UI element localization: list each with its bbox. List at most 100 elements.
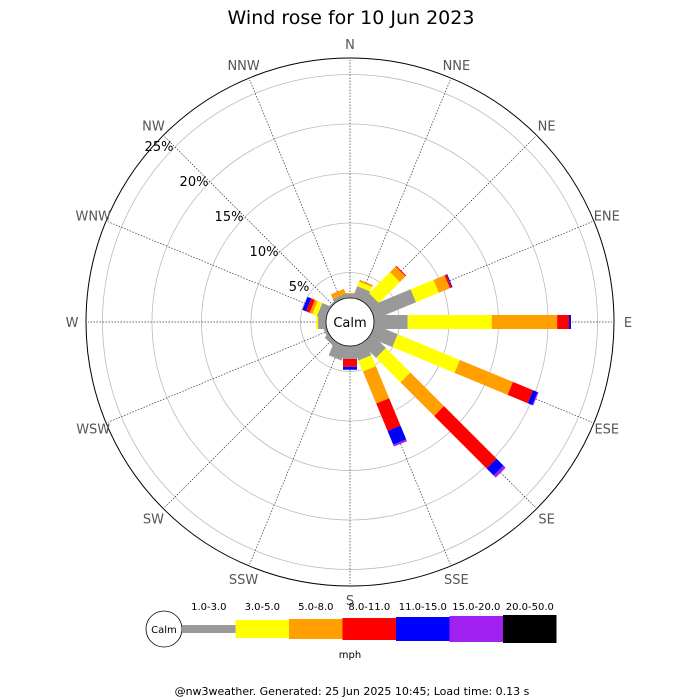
bar-sse-segment-1 [358, 355, 376, 372]
bar-e-segment-2 [491, 315, 558, 329]
bar-sse-segment-0 [352, 341, 372, 361]
bar-ene-segment-0 [369, 289, 417, 320]
bar-se-segment-1 [376, 348, 411, 383]
legend-label-2: 5.0-8.0 [298, 602, 333, 613]
direction-label-e: E [624, 316, 632, 331]
ring-labels: 5% 10% 15% 20% 25% [145, 140, 310, 295]
speed-legend: Calm 1.0-3.0 3.0-5.0 5.0-8.0 8.0-11.0 11.0-1… [145, 602, 557, 661]
direction-label-w: W [66, 316, 79, 331]
bar-sse-segment-3 [376, 398, 401, 431]
bar-ene-segment-4 [446, 274, 453, 288]
direction-label-n: N [345, 38, 355, 53]
legend-swatch-5 [449, 616, 503, 642]
calm-circle [325, 297, 375, 347]
bar-nnw-segment-0 [332, 293, 348, 303]
bar-ese-segment-1 [392, 334, 460, 373]
bar-se-segment-4 [486, 458, 504, 476]
bar-s-segment-4 [343, 366, 357, 370]
bar-s [343, 346, 357, 370]
bar-wnw-segment-0 [316, 302, 331, 320]
legend-swatch-3 [342, 618, 396, 640]
direction-label-s: S [346, 594, 354, 609]
bar-ese-segment-0 [369, 324, 398, 348]
direction-labels: N NNE NE ENE E ESE SE SSE S SSW SW WSW W WNW NW NNW [66, 38, 633, 609]
bar-ese-segment-5 [532, 392, 539, 406]
spoke-nw [164, 136, 351, 323]
legend-swatch-0 [182, 625, 236, 633]
chart-title: Wind rose for 10 Jun 2023 [228, 7, 475, 29]
bar-s-segment-3 [343, 358, 357, 367]
legend-label-6: 20.0-50.0 [506, 602, 554, 613]
legend-label-5: 15.0-20.0 [452, 602, 500, 613]
legend-label-4: 11.0-15.0 [399, 602, 447, 613]
legend-swatch-4 [396, 617, 450, 641]
calm-center: Calm [325, 297, 375, 347]
calm-label: Calm [333, 316, 366, 331]
bar-n [343, 293, 357, 298]
bar-ene-segment-2 [433, 275, 450, 293]
legend-label-3: 8.0-11.0 [348, 602, 390, 613]
direction-label-ene: ENE [594, 210, 620, 225]
bar-w-segment-1 [316, 315, 319, 329]
bar-se [362, 334, 506, 478]
bar-wnw [302, 296, 331, 320]
legend-unit: mph [339, 650, 361, 661]
direction-label-sse: SSE [444, 573, 469, 588]
wind-bars [302, 265, 572, 478]
bar-e-segment-4 [569, 315, 572, 329]
bar-e [374, 315, 572, 329]
ring-label-25: 25% [145, 140, 174, 155]
bar-ssw-segment-0 [328, 341, 348, 361]
bar-wnw-segment-1 [312, 301, 323, 316]
bar-sse [352, 341, 407, 447]
ring-label-10: 10% [250, 245, 279, 260]
direction-label-nw: NW [142, 119, 165, 134]
bar-ese-segment-4 [527, 390, 538, 406]
bar-ne-segment-2 [390, 266, 406, 282]
direction-label-wnw: WNW [75, 210, 111, 225]
bar-e-segment-1 [407, 315, 492, 329]
legend-swatch-6 [503, 615, 557, 643]
bar-e-segment-0 [374, 315, 408, 329]
spoke-wsw [107, 321, 351, 423]
bar-ssw [328, 341, 348, 361]
bar-se-segment-5 [493, 465, 506, 478]
bar-wnw-segment-2 [309, 299, 318, 314]
direction-label-nne: NNE [443, 59, 471, 74]
bar-sse-segment-4 [387, 425, 407, 445]
bar-nnw [330, 288, 348, 303]
legend-swatch-1 [235, 620, 289, 638]
bar-ese-segment-2 [454, 359, 513, 395]
bar-nne-segment-1 [357, 281, 373, 292]
outer-ring [85, 57, 615, 587]
ring-label-15: 15% [215, 210, 244, 225]
legend-label-1: 3.0-5.0 [245, 602, 280, 613]
ring-label-20: 20% [180, 175, 209, 190]
direction-label-ne: NE [538, 119, 556, 134]
bar-ene-segment-3 [444, 274, 452, 289]
bar-se-segment-0 [362, 334, 386, 358]
bar-n-segment-0 [343, 294, 357, 298]
bar-nnw-segment-2 [330, 288, 346, 299]
direction-label-ese: ESE [594, 422, 619, 437]
bar-se-segment-2 [400, 372, 445, 417]
legend-label-0: 1.0-3.0 [191, 602, 226, 613]
bar-nne-segment-2 [359, 279, 373, 287]
bar-ene [369, 274, 453, 320]
bar-e-segment-3 [557, 315, 570, 329]
footer-text: @nw3weather. Generated: 25 Jun 2025 10:4… [175, 685, 530, 698]
direction-label-wsw: WSW [76, 422, 110, 437]
bar-ese-segment-3 [507, 381, 534, 404]
legend-swatch-2 [289, 619, 343, 639]
bar-ene-segment-1 [410, 279, 439, 303]
legend-swatches: 1.0-3.0 3.0-5.0 5.0-8.0 8.0-11.0 11.0-15.0 15… [182, 602, 557, 643]
bar-wnw-segment-3 [305, 298, 315, 313]
spoke-ssw [249, 321, 351, 565]
direction-label-nnw: NNW [227, 59, 259, 74]
direction-label-ssw: SSW [229, 573, 259, 588]
bar-wnw-segment-4 [302, 296, 312, 312]
bar-ne-segment-3 [395, 265, 407, 277]
bar-se-segment-3 [434, 406, 497, 469]
bar-n-segment-2 [343, 293, 357, 295]
